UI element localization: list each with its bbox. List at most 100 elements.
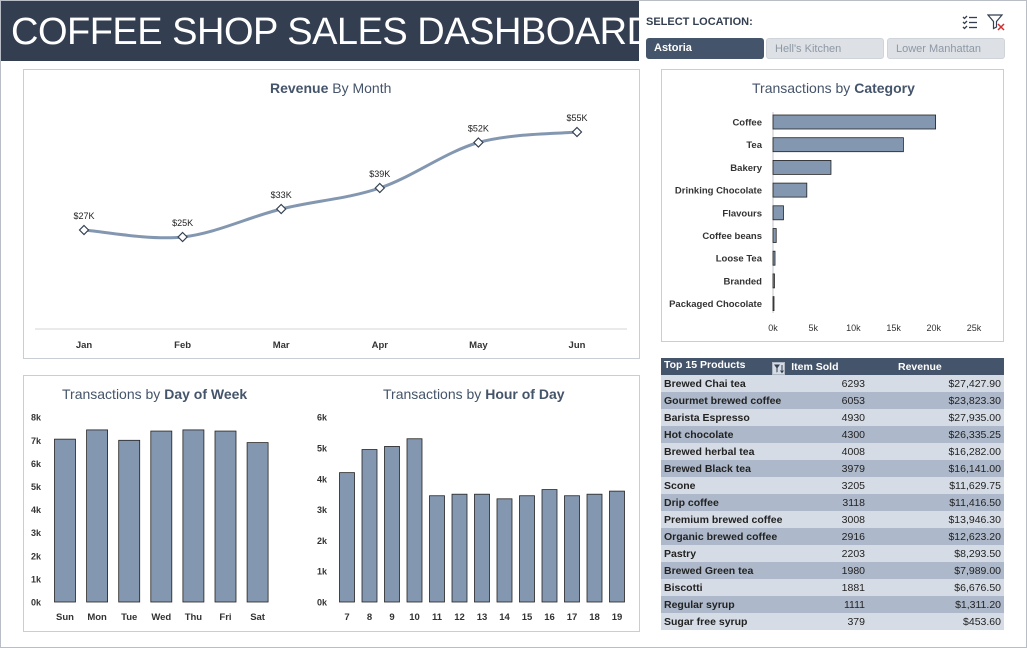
y-tick-label: 0k — [31, 598, 42, 608]
items-sold-cell: 2916 — [788, 528, 868, 545]
x-tick-label: 15k — [886, 323, 901, 333]
table-row: Brewed herbal tea 4008 $16,282.00 — [661, 443, 1004, 460]
items-sold-cell: 3008 — [788, 511, 868, 528]
items-sold-cell: 4930 — [788, 409, 868, 426]
sort-filter-icon[interactable] — [772, 361, 786, 375]
revenue-cell: $13,946.30 — [868, 511, 1004, 528]
y-tick-label: 5k — [317, 444, 328, 454]
revenue-cell: $6,676.50 — [868, 579, 1004, 596]
category-label: Tea — [746, 140, 762, 151]
product-cell: Sugar free syrup — [661, 613, 789, 630]
table-row: Regular syrup 1111 $1,311.20 — [661, 596, 1004, 613]
hour-bar — [406, 438, 423, 603]
table-row: Sugar free syrup 379 $453.60 — [661, 613, 1004, 630]
revenue-cell: $11,629.75 — [868, 477, 1004, 494]
y-tick-label: 7k — [31, 436, 42, 446]
product-cell: Brewed Chai tea — [661, 375, 789, 392]
slicer-option-lower-manhattan[interactable]: Lower Manhattan — [887, 38, 1005, 59]
x-tick-label: May — [469, 340, 488, 351]
product-cell: Brewed herbal tea — [661, 443, 789, 460]
clear-filter-icon[interactable] — [987, 13, 1005, 31]
x-tick-label: 9 — [389, 612, 394, 623]
product-cell: Pastry — [661, 545, 789, 562]
revenue-cell: $16,141.00 — [868, 460, 1004, 477]
category-label: Coffee — [732, 118, 762, 129]
category-bar — [772, 205, 784, 221]
x-tick-label: 13 — [477, 612, 488, 623]
col-header-product: Top 15 Products — [661, 358, 789, 375]
col-header-revenue[interactable]: Revenue — [868, 358, 1004, 375]
category-label: Branded — [723, 276, 762, 287]
y-tick-label: 6k — [317, 413, 328, 423]
x-tick-label: 11 — [432, 612, 443, 623]
x-tick-label: 25k — [967, 323, 982, 333]
table-row: Brewed Black tea 3979 $16,141.00 — [661, 460, 1004, 477]
page-title: COFFEE SHOP SALES DASHBOARD — [11, 11, 654, 53]
x-tick-label: 10 — [409, 612, 420, 623]
data-point-marker — [473, 137, 484, 148]
y-tick-label: 2k — [31, 551, 42, 561]
table-row: Biscotti 1881 $6,676.50 — [661, 579, 1004, 596]
col-header-item-sold[interactable]: Item Sold — [788, 358, 868, 375]
data-point-marker — [571, 126, 583, 138]
y-tick-label: 0k — [317, 598, 328, 608]
category-bar — [772, 160, 832, 175]
data-label: $33K — [271, 190, 292, 200]
items-sold-cell: 3979 — [788, 460, 868, 477]
hour-bar — [451, 493, 468, 603]
items-sold-cell: 4300 — [788, 426, 868, 443]
items-sold-cell: 3205 — [788, 477, 868, 494]
hour-bar — [474, 493, 490, 603]
category-label: Flavours — [722, 208, 762, 219]
title-banner: COFFEE SHOP SALES DASHBOARD — [1, 1, 654, 61]
day-bar — [182, 429, 205, 603]
items-sold-cell: 379 — [788, 613, 868, 630]
slicer-option-astoria[interactable]: Astoria — [646, 38, 764, 59]
x-tick-label: 8 — [367, 612, 372, 623]
x-tick-label: Thu — [185, 612, 203, 623]
revenue-cell: $23,823.30 — [868, 392, 1004, 409]
revenue-series-line — [83, 130, 578, 240]
table-row: Brewed Chai tea 6293 $27,427.90 — [661, 375, 1004, 392]
x-tick-label: 0k — [768, 323, 778, 333]
data-point-marker — [275, 203, 287, 215]
revenue-cell: $12,623.20 — [868, 528, 1004, 545]
x-tick-label: Mar — [273, 340, 290, 351]
category-label: Coffee beans — [702, 231, 762, 242]
category-bar — [772, 114, 937, 130]
day-bar — [86, 429, 108, 603]
category-bar — [772, 137, 904, 153]
revenue-cell: $27,935.00 — [868, 409, 1004, 426]
table-row: Organic brewed coffee 2916 $12,623.20 — [661, 528, 1004, 545]
multi-select-icon[interactable] — [961, 13, 979, 31]
category-bar — [772, 182, 808, 198]
data-label: $39K — [369, 169, 390, 179]
x-tick-label: 18 — [589, 612, 600, 623]
hour-bar — [541, 489, 558, 603]
day-bar — [214, 430, 237, 603]
category-bar-chart: Coffee Tea Bakery Drinking Chocolate Flavour… — [669, 112, 982, 333]
items-sold-cell: 4008 — [788, 443, 868, 460]
revenue-cell: $1,311.20 — [868, 596, 1004, 613]
x-tick-label: Tue — [121, 612, 137, 623]
x-tick-label: Apr — [372, 340, 389, 351]
table-row: Barista Espresso 4930 $27,935.00 — [661, 409, 1004, 426]
table-row: Scone 3205 $11,629.75 — [661, 477, 1004, 494]
category-panel: Transactions by Category — [661, 69, 1004, 342]
hour-bar — [384, 446, 400, 603]
y-tick-label: 4k — [31, 505, 42, 515]
x-tick-label: Mon — [87, 612, 107, 623]
slicer-option-hells-kitchen[interactable]: Hell's Kitchen — [766, 38, 884, 59]
x-tick-label: Jan — [76, 340, 93, 351]
y-tick-label: 5k — [31, 482, 42, 492]
table-row: Pastry 2203 $8,293.50 — [661, 545, 1004, 562]
product-cell: Premium brewed coffee — [661, 511, 789, 528]
x-tick-label: Sat — [250, 612, 266, 623]
revenue-cell: $16,282.00 — [868, 443, 1004, 460]
product-cell: Gourmet brewed coffee — [661, 392, 789, 409]
product-cell: Regular syrup — [661, 596, 789, 613]
product-cell: Drip coffee — [661, 494, 789, 511]
x-tick-label: 15 — [522, 612, 533, 623]
product-cell: Scone — [661, 477, 789, 494]
category-bar — [772, 296, 775, 312]
